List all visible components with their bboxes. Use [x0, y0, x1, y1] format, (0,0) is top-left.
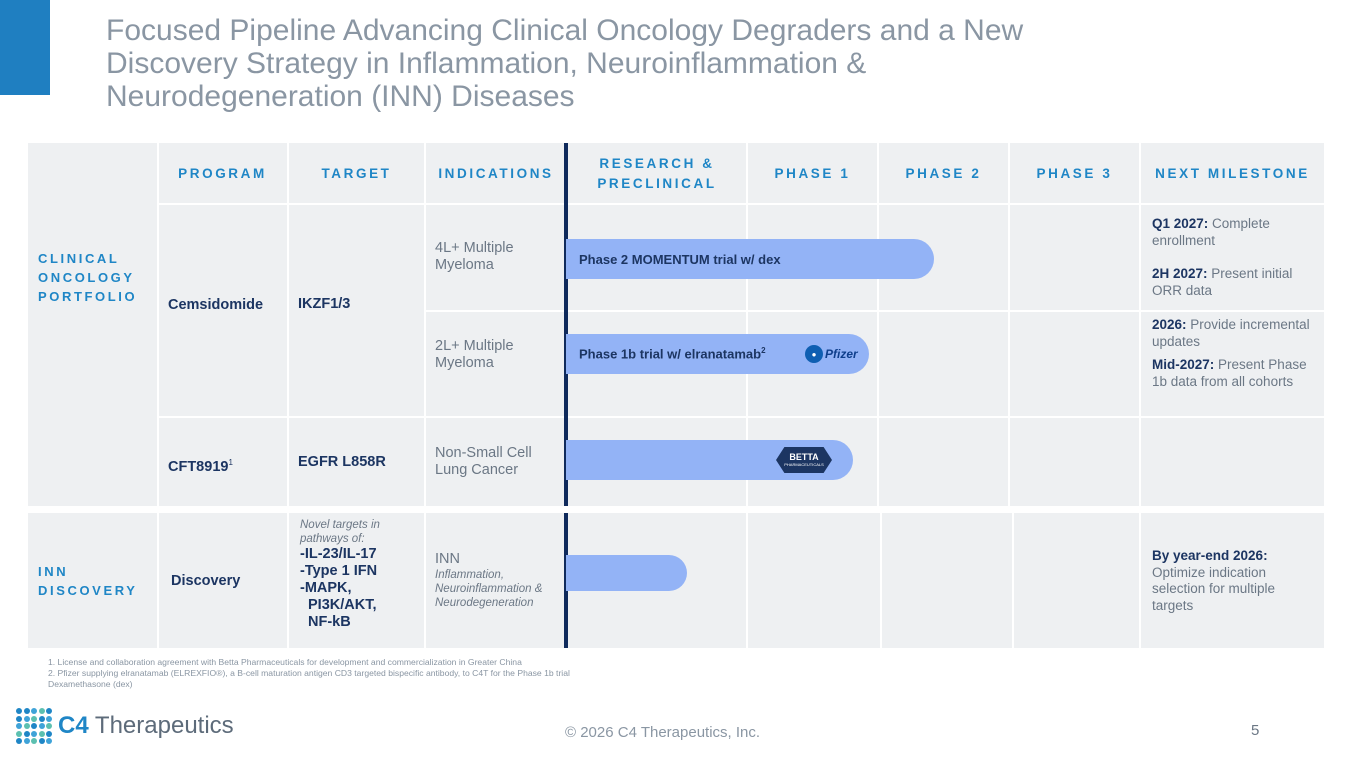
logo-dots-icon [16, 708, 52, 744]
grid-line [877, 143, 879, 506]
header-research-preclinical: RESEARCH & PRECLINICAL [597, 155, 717, 191]
header-phase-2: PHASE 2 [905, 165, 982, 181]
progress-bar-discovery [566, 555, 687, 591]
grid-line [287, 513, 289, 648]
grid-line [157, 143, 159, 506]
title-line-1: Focused Pipeline Advancing Clinical Onco… [106, 14, 1024, 47]
copyright: © 2026 C4 Therapeutics, Inc. [565, 724, 761, 741]
milestone-2l-mm: 2026: Provide incremental updates Mid-20… [1152, 317, 1310, 389]
milestone-discovery: By year-end 2026: Optimize indication se… [1152, 548, 1276, 613]
target-discovery: Novel targets in pathways of: -IL-23/IL-… [300, 519, 380, 630]
betta-logo: BETTA PHARMACEUTICALS [776, 447, 832, 473]
grid-line [1008, 143, 1010, 506]
progress-bar-momentum: Phase 2 MOMENTUM trial w/ dex [566, 239, 934, 279]
grid-line [157, 513, 159, 648]
program-cft8919: CFT89191 [168, 458, 233, 475]
grid-line [158, 203, 1324, 205]
page-number: 5 [1251, 722, 1260, 739]
grid-line [287, 143, 289, 506]
grid-line [424, 513, 426, 648]
section-label-clinical: CLINICAL ONCOLOGY PORTFOLIO [38, 251, 138, 304]
grid-line [746, 513, 748, 648]
header-phase-3: PHASE 3 [1036, 165, 1113, 181]
milestone-4l-mm: Q1 2027: Complete enrollment 2H 2027: Pr… [1152, 216, 1293, 298]
program-cemsidomide: Cemsidomide [168, 297, 264, 313]
logo-text: C4 Therapeutics [58, 712, 234, 739]
program-discovery: Discovery [171, 573, 241, 589]
header-program: PROGRAM [178, 165, 267, 181]
grid-line [880, 513, 882, 648]
grid-line [1139, 143, 1141, 506]
grid-line [1012, 513, 1014, 648]
bar-label: Phase 2 MOMENTUM trial w/ dex [579, 251, 781, 267]
footnotes: 1. License and collaboration agreement w… [48, 657, 570, 689]
indication-2l-mm: 2L+ Multiple Myeloma [435, 338, 514, 371]
grid-line [746, 143, 748, 506]
section-label-inn: INN DISCOVERY [38, 564, 138, 598]
bar-label: Phase 1b trial w/ elranatamab2 [579, 346, 766, 362]
c4-therapeutics-logo: C4 Therapeutics [16, 708, 234, 744]
grid-line [158, 416, 1324, 418]
title-line-3: Neurodegeneration (INN) Diseases [106, 80, 575, 113]
accent-bar [0, 0, 50, 95]
target-ikzf1-3: IKZF1/3 [298, 296, 351, 312]
header-next-milestone: NEXT MILESTONE [1155, 165, 1310, 181]
pfizer-logo: ● Pfizer [805, 345, 858, 363]
header-phase-1: PHASE 1 [774, 165, 851, 181]
indication-4l-mm: 4L+ Multiple Myeloma [435, 240, 514, 273]
indication-inn: INN Inflammation, Neuroinflammation & Ne… [435, 551, 543, 609]
header-indications: INDICATIONS [438, 165, 554, 181]
grid-line [1139, 513, 1141, 648]
pfizer-icon: ● [805, 345, 823, 363]
grid-line [424, 310, 1324, 312]
title-line-2: Discovery Strategy in Inflammation, Neur… [106, 47, 867, 80]
header-target: TARGET [321, 165, 392, 181]
page-title: Focused Pipeline Advancing Clinical Onco… [106, 14, 1256, 113]
target-egfr-l858r: EGFR L858R [298, 454, 386, 470]
research-start-line [564, 143, 568, 506]
grid-line [424, 143, 426, 506]
indication-nsclc: Non-Small Cell Lung Cancer [435, 445, 532, 478]
table-header: PROGRAM TARGET INDICATIONS RESEARCH & PR… [158, 143, 1324, 204]
